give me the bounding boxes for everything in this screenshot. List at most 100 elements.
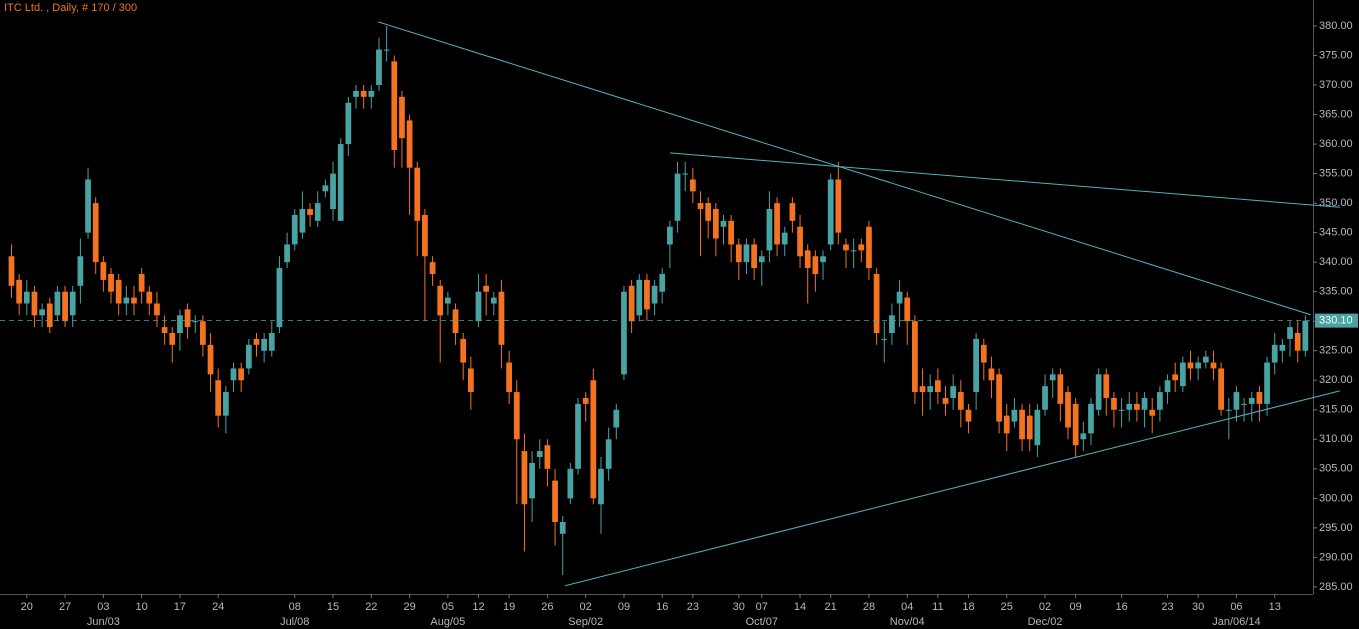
candle-body (866, 226, 872, 269)
candle-body (697, 203, 704, 210)
x-tick-label: 05 (442, 601, 454, 613)
candle-body (200, 321, 206, 345)
candle-body (1088, 403, 1094, 434)
candle-body (406, 120, 413, 168)
candle-body (751, 244, 757, 269)
y-tick-label: 365.00 (1319, 108, 1353, 120)
candle-body (1279, 344, 1286, 351)
candle-body (766, 209, 773, 251)
candle-body (100, 262, 107, 280)
candle-body (62, 291, 68, 322)
month-label: Aug/05 (430, 616, 465, 628)
candle-body (230, 368, 237, 381)
candle-body (850, 250, 857, 252)
candle-body (621, 291, 627, 375)
candle-body (39, 309, 45, 316)
candle-body (330, 173, 336, 210)
candle-body (31, 291, 38, 316)
candle-body (1225, 409, 1232, 411)
x-tick-label: 13 (1269, 601, 1281, 613)
month-label: Jan/06/14 (1212, 616, 1260, 628)
candle-body (1172, 374, 1179, 381)
candle-body (92, 203, 99, 263)
candle-body (177, 315, 183, 334)
candle-body (490, 297, 497, 304)
candle-body (467, 368, 474, 393)
candle-body (651, 285, 658, 304)
candle-body (743, 244, 750, 263)
candle-body (268, 333, 275, 351)
month-label: Jul/08 (280, 616, 309, 628)
y-tick-label: 370.00 (1319, 79, 1353, 91)
y-tick-label: 290.00 (1319, 551, 1353, 563)
x-tick-label: 17 (174, 601, 186, 613)
candle-body (314, 203, 321, 221)
month-label: Jun/03 (87, 616, 120, 628)
candle-body (506, 362, 512, 393)
trendline (378, 21, 1311, 316)
x-tick-label: 14 (794, 601, 806, 613)
candle-body (284, 244, 290, 263)
candle-body (912, 321, 918, 393)
candle-body (973, 338, 980, 393)
candle-body (276, 268, 283, 328)
candle-body (996, 374, 1002, 422)
candle-body (1241, 403, 1247, 405)
last-price-label: 330.10 (1319, 315, 1353, 327)
candle-body (1187, 362, 1194, 369)
candle-body (1003, 415, 1010, 434)
candle-body (307, 209, 313, 215)
month-label: Oct/07 (746, 616, 778, 628)
candle-body (774, 203, 780, 245)
x-tick-label: 08 (289, 601, 301, 613)
x-tick-label: 23 (687, 601, 699, 613)
candle-body (261, 338, 268, 351)
x-tick-label: 22 (365, 601, 377, 613)
x-tick-label: 15 (327, 601, 339, 613)
x-tick-label: 12 (472, 601, 484, 613)
y-tick-label: 325.00 (1319, 345, 1353, 357)
y-tick-label: 360.00 (1319, 138, 1353, 150)
candle-body (1118, 409, 1125, 411)
candle-body (383, 49, 390, 51)
candle-body (1026, 415, 1033, 440)
x-tick-label: 28 (863, 601, 875, 613)
candle-body (575, 403, 581, 469)
x-tick-label: 02 (580, 601, 592, 613)
x-tick-label: 21 (825, 601, 837, 613)
candle-body (192, 321, 199, 323)
y-tick-label: 305.00 (1319, 463, 1353, 475)
x-tick-label: 27 (59, 601, 71, 613)
candle-body (238, 368, 245, 381)
candle-body (667, 226, 673, 245)
candle-body (904, 297, 911, 322)
x-tick-label: 16 (1115, 601, 1127, 613)
candle-body (590, 380, 597, 499)
x-tick-label: 11 (932, 601, 943, 613)
candle-body (437, 285, 444, 316)
candle-body (146, 291, 153, 304)
candle-body (131, 297, 137, 304)
candle-body (1294, 333, 1301, 351)
x-tick-label: 04 (901, 601, 913, 613)
candle-body (644, 279, 650, 310)
candle-body (582, 397, 589, 404)
candle-body (207, 344, 214, 375)
y-tick-label: 340.00 (1319, 256, 1353, 268)
candle-body (85, 179, 91, 233)
candle-body (628, 285, 635, 322)
candle-body (291, 214, 298, 245)
candle-body (797, 226, 803, 257)
candle-body (360, 90, 367, 97)
x-tick-label: 30 (733, 601, 745, 613)
candle-body (445, 297, 451, 304)
candle-body (1248, 397, 1255, 404)
candle-body (659, 273, 666, 292)
candle-body (1195, 362, 1202, 369)
candle-body (1072, 403, 1079, 446)
candle-body (1302, 320, 1309, 351)
x-tick-label: 26 (541, 601, 553, 613)
